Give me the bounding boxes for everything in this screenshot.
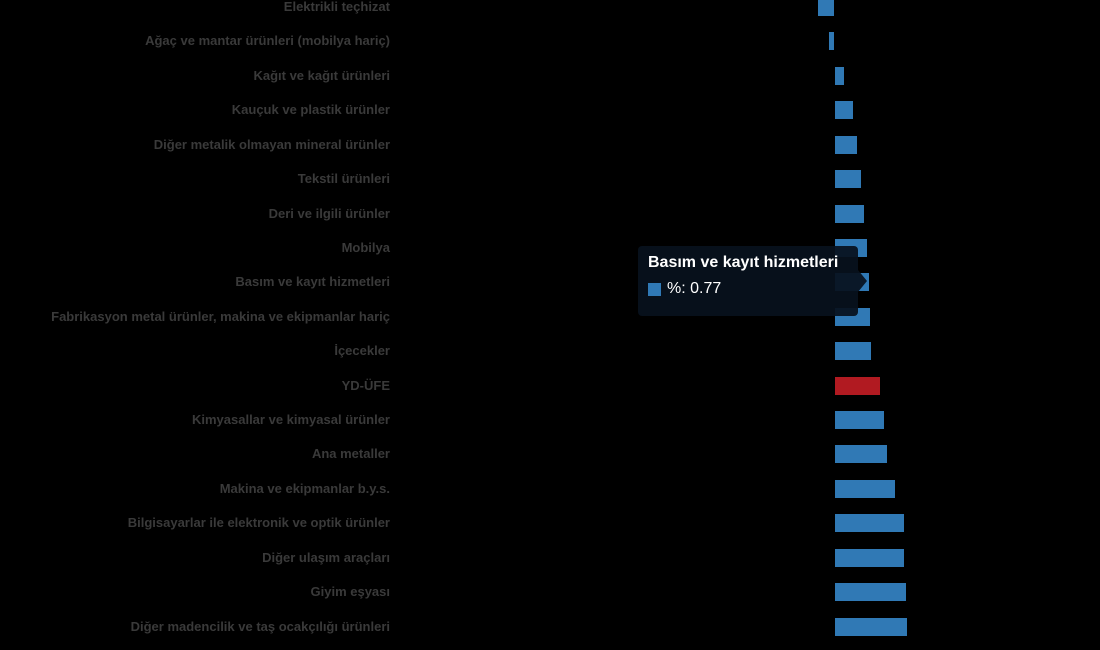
category-label: Diğer metalik olmayan mineral ürünler — [153, 136, 390, 152]
category-label: Ana metaller — [311, 446, 390, 462]
bar[interactable] — [834, 170, 861, 189]
category-label: YD-ÜFE — [341, 377, 390, 393]
category-label: Elektrikli teçhizat — [283, 0, 390, 14]
bar[interactable] — [834, 376, 880, 395]
series-color-swatch-icon — [648, 282, 661, 296]
category-label: Kağıt ve kağıt ürünleri — [253, 67, 390, 83]
category-label: İçecekler — [334, 343, 390, 359]
bar[interactable] — [834, 204, 865, 223]
tooltip-category-title: Basım ve kayıt hizmetleri — [648, 254, 839, 271]
bar[interactable] — [834, 445, 888, 464]
category-label: Tekstil ürünleri — [297, 171, 390, 187]
bar[interactable] — [834, 66, 844, 85]
bar[interactable] — [834, 101, 854, 120]
bar[interactable] — [834, 342, 871, 361]
bar[interactable] — [829, 32, 835, 51]
category-label: Ağaç ve mantar ürünleri (mobilya hariç) — [145, 33, 390, 49]
category-label: Basım ve kayıt hizmetleri — [235, 274, 390, 290]
bar[interactable] — [834, 514, 904, 533]
bar[interactable] — [834, 307, 870, 326]
category-label: Bilgisayarlar ile elektronik ve optik ür… — [127, 515, 390, 531]
category-label: Giyim eşyası — [310, 584, 391, 600]
bar[interactable] — [834, 411, 884, 430]
category-label: Mobilya — [341, 239, 390, 255]
category-label: Makina ve ekipmanlar b.y.s. — [219, 480, 390, 496]
tooltip: Basım ve kayıt hizmetleri %: 0.77 — [638, 246, 867, 316]
bar[interactable] — [834, 583, 906, 602]
category-label: Deri ve ilgili ürünler — [268, 205, 390, 221]
tooltip-value-row: %: 0.77 — [648, 280, 848, 298]
bar[interactable] — [834, 479, 896, 498]
category-label: Kimyasallar ve kimyasal ürünler — [191, 412, 390, 428]
tooltip-value-text: %: 0.77 — [667, 280, 722, 297]
bar[interactable] — [818, 0, 835, 16]
bar[interactable] — [834, 135, 857, 154]
category-label: Kauçuk ve plastik ürünler — [231, 102, 390, 118]
bar[interactable] — [834, 273, 870, 292]
category-label: Diğer madencilik ve taş ocakçılığı ürünl… — [130, 618, 390, 634]
bar[interactable] — [834, 238, 868, 257]
category-label: Diğer ulaşım araçları — [262, 549, 390, 565]
bar[interactable] — [834, 617, 907, 636]
category-label: Fabrikasyon metal ürünler, makina ve eki… — [51, 308, 390, 324]
bar[interactable] — [834, 548, 905, 567]
